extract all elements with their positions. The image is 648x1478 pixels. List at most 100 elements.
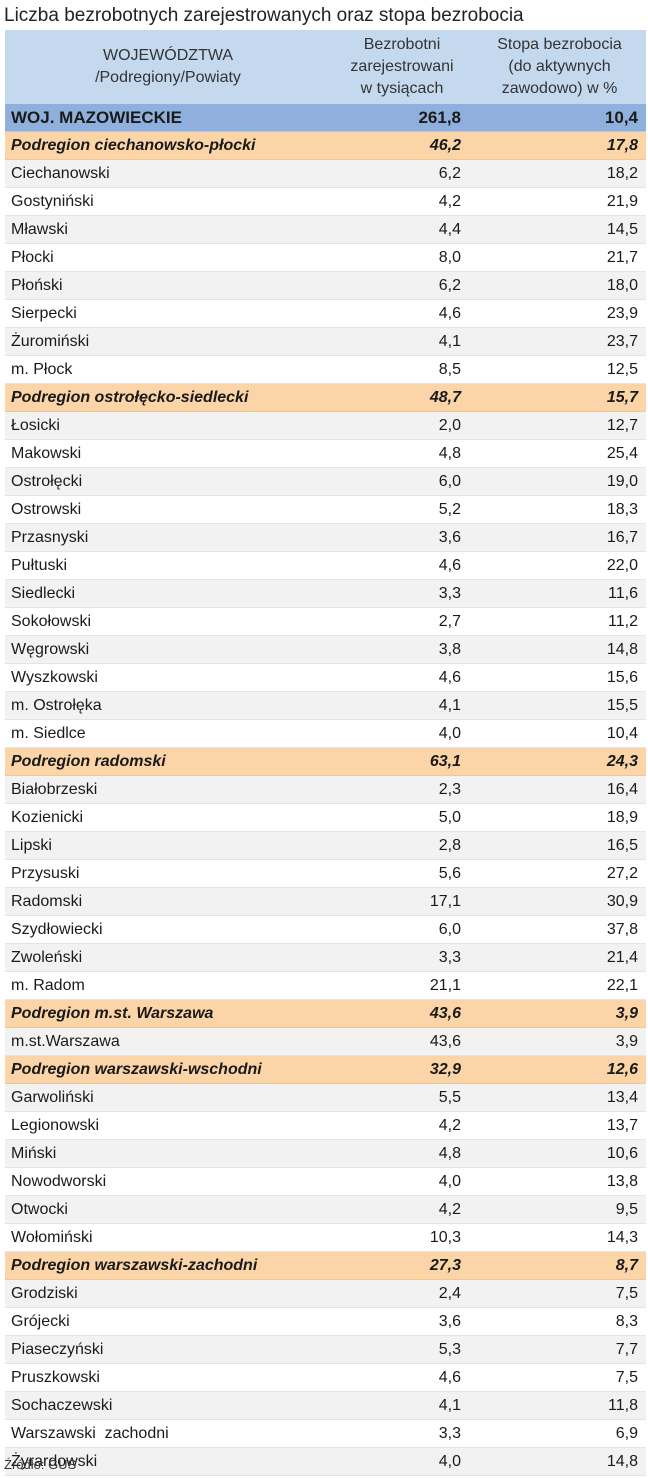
unemployment-rate-cell: 12,6 (473, 1055, 646, 1084)
unemployed-count-cell: 21,1 (331, 971, 473, 1000)
region-name-cell: Podregion ciechanowsko-płocki (5, 131, 331, 160)
unemployed-count-cell: 6,2 (331, 271, 473, 300)
table-row: Węgrowski 3,8 14,8 (5, 635, 646, 664)
unemployed-count-cell: 4,2 (331, 187, 473, 216)
header-unemployed-line-1: Bezrobotni (363, 36, 441, 53)
unemployed-count-cell: 2,8 (331, 831, 473, 860)
region-name-cell: Przasnyski (5, 523, 331, 552)
region-name-cell: m. Radom (5, 971, 331, 1000)
region-name-cell: Otwocki (5, 1195, 331, 1224)
region-name-cell: Zwoleński (5, 943, 331, 972)
region-name-cell: Siedlecki (5, 579, 331, 608)
unemployment-rate-cell: 13,8 (473, 1167, 646, 1196)
region-name-cell: Podregion m.st. Warszawa (5, 999, 331, 1028)
unemployment-rate-cell: 23,7 (473, 327, 646, 356)
unemployed-count-cell: 17,1 (331, 887, 473, 916)
table-row: Łosicki 2,0 12,7 (5, 411, 646, 440)
unemployed-count-cell: 3,3 (331, 943, 473, 972)
unemployed-count-cell: 6,2 (331, 159, 473, 188)
region-name-cell: Żuromiński (5, 327, 331, 356)
unemployed-count-cell: 6,0 (331, 467, 473, 496)
unemployed-count-cell: 4,1 (331, 691, 473, 720)
region-name-cell: m. Ostrołęka (5, 691, 331, 720)
subregion-row: Podregion m.st. Warszawa 43,6 3,9 (5, 999, 646, 1028)
table-row: Miński 4,8 10,6 (5, 1139, 646, 1168)
header-rate-line-1: Stopa bezrobocia (497, 36, 622, 53)
region-name-cell: Warszawski zachodni (5, 1419, 331, 1448)
unemployed-count-cell: 4,0 (331, 1167, 473, 1196)
region-name-cell: Sokołowski (5, 607, 331, 636)
unemployment-rate-cell: 21,4 (473, 943, 646, 972)
unemployed-count-cell: 2,4 (331, 1279, 473, 1308)
unemployed-count-cell: 3,6 (331, 523, 473, 552)
unemployment-rate-cell: 27,2 (473, 859, 646, 888)
region-name-cell: Wołomiński (5, 1223, 331, 1252)
unemployed-count-cell: 4,8 (331, 1139, 473, 1168)
header-rate-line-3: zawodowo) w % (501, 80, 618, 97)
voivodeship-row: WOJ. MAZOWIECKIE 261,8 10,4 (5, 104, 646, 132)
unemployment-rate-cell: 8,7 (473, 1251, 646, 1280)
unemployment-rate-cell: 25,4 (473, 439, 646, 468)
unemployment-rate-cell: 14,5 (473, 215, 646, 244)
unemployed-count-cell: 4,6 (331, 1363, 473, 1392)
unemployment-rate-cell: 21,9 (473, 187, 646, 216)
region-name-cell: Płoński (5, 271, 331, 300)
table-row: Makowski 4,8 25,4 (5, 439, 646, 468)
region-name-cell: Sochaczewski (5, 1391, 331, 1420)
unemployment-rate-cell: 18,9 (473, 803, 646, 832)
unemployment-rate-cell: 10,6 (473, 1139, 646, 1168)
unemployed-count-cell: 4,4 (331, 215, 473, 244)
region-name-cell: Szydłowiecki (5, 915, 331, 944)
subregion-row: Podregion warszawski-zachodni 27,3 8,7 (5, 1251, 646, 1280)
unemployment-rate-cell: 37,8 (473, 915, 646, 944)
table-row: Żyrardowski 4,0 14,8 (5, 1447, 646, 1476)
unemployed-count-cell: 27,3 (331, 1251, 473, 1280)
unemployed-count-cell: 4,0 (331, 1447, 473, 1476)
unemployment-rate-cell: 9,5 (473, 1195, 646, 1224)
unemployed-count-cell: 48,7 (331, 383, 473, 412)
unemployment-rate-cell: 12,7 (473, 411, 646, 440)
unemployment-rate-cell: 13,4 (473, 1083, 646, 1112)
unemployed-count-cell: 5,3 (331, 1335, 473, 1364)
unemployment-rate-cell: 17,8 (473, 131, 646, 160)
unemployment-rate-cell: 13,7 (473, 1111, 646, 1140)
unemployed-count-cell: 5,2 (331, 495, 473, 524)
unemployment-rate-cell: 19,0 (473, 467, 646, 496)
table-row: m. Siedlce 4,0 10,4 (5, 719, 646, 748)
table-row: Gostyniński 4,2 21,9 (5, 187, 646, 216)
table-row: Garwoliński 5,5 13,4 (5, 1083, 646, 1112)
table-row: Płoński 6,2 18,0 (5, 271, 646, 300)
unemployment-rate-cell: 15,7 (473, 383, 646, 412)
unemployed-count-cell: 4,1 (331, 1391, 473, 1420)
region-name-cell: Ostrołęcki (5, 467, 331, 496)
unemployment-table: WOJEWÓDZTWA /Podregiony/Powiaty Bezrobot… (5, 30, 646, 1476)
unemployed-count-cell: 46,2 (331, 131, 473, 160)
table-row: Wołomiński 10,3 14,3 (5, 1223, 646, 1252)
region-name-cell: Mławski (5, 215, 331, 244)
unemployment-rate-cell: 16,7 (473, 523, 646, 552)
unemployed-count-cell: 2,3 (331, 775, 473, 804)
region-name-cell: WOJ. MAZOWIECKIE (5, 104, 331, 132)
unemployed-count-cell: 3,8 (331, 635, 473, 664)
table-row: Siedlecki 3,3 11,6 (5, 579, 646, 608)
unemployed-count-cell: 5,0 (331, 803, 473, 832)
unemployment-rate-cell: 16,4 (473, 775, 646, 804)
unemployment-rate-cell: 22,0 (473, 551, 646, 580)
table-row: Piaseczyński 5,3 7,7 (5, 1335, 646, 1364)
table-row: Warszawski zachodni 3,3 6,9 (5, 1419, 646, 1448)
table-row: Przasnyski 3,6 16,7 (5, 523, 646, 552)
unemployed-count-cell: 3,3 (331, 1419, 473, 1448)
table-row: Ostrowski 5,2 18,3 (5, 495, 646, 524)
table-row: Lipski 2,8 16,5 (5, 831, 646, 860)
unemployed-count-cell: 43,6 (331, 1027, 473, 1056)
table-body: WOJ. MAZOWIECKIE 261,8 10,4 Podregion ciech… (5, 104, 646, 1476)
header-region: WOJEWÓDZTWA /Podregiony/Powiaty (5, 30, 331, 104)
table-title: Liczba bezrobotnych zarejestrowanych ora… (4, 5, 524, 26)
subregion-row: Podregion warszawski-wschodni 32,9 12,6 (5, 1055, 646, 1084)
region-name-cell: Pruszkowski (5, 1363, 331, 1392)
table-row: Białobrzeski 2,3 16,4 (5, 775, 646, 804)
unemployment-rate-cell: 6,9 (473, 1419, 646, 1448)
region-name-cell: Gostyniński (5, 187, 331, 216)
region-name-cell: Sierpecki (5, 299, 331, 328)
table-row: Ciechanowski 6,2 18,2 (5, 159, 646, 188)
